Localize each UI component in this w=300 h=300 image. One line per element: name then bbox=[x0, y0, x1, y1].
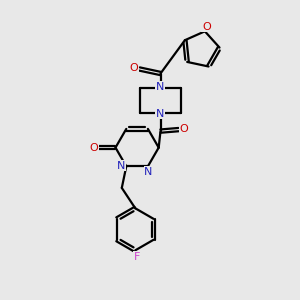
Text: N: N bbox=[117, 161, 125, 171]
Text: O: O bbox=[202, 22, 211, 32]
Text: N: N bbox=[156, 109, 164, 119]
Text: O: O bbox=[130, 63, 139, 74]
Text: O: O bbox=[89, 142, 98, 153]
Text: F: F bbox=[134, 252, 140, 262]
Text: N: N bbox=[156, 82, 164, 92]
Text: N: N bbox=[144, 167, 153, 177]
Text: O: O bbox=[179, 124, 188, 134]
